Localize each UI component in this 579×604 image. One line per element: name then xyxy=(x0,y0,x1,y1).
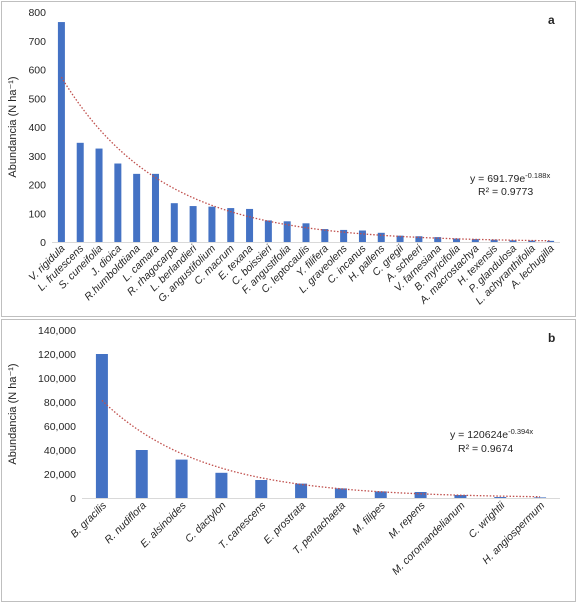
y-tick-label: 120,000 xyxy=(38,349,76,361)
trendline-equation: y = 691.79e-0.188x xyxy=(470,171,550,185)
bar xyxy=(114,163,122,242)
y-tick-label: 100 xyxy=(28,208,46,220)
y-tick-label: 800 xyxy=(28,7,46,19)
bar xyxy=(264,220,272,242)
y-tick-label: 200 xyxy=(28,180,46,192)
r-squared-label: R² = 0.9674 xyxy=(458,443,513,455)
bar xyxy=(208,206,216,242)
y-tick-label: 0 xyxy=(70,493,76,505)
y-axis-label: Abundancia (N ha⁻¹) xyxy=(7,363,19,464)
bar xyxy=(170,203,178,242)
y-tick-label: 400 xyxy=(28,122,46,134)
trendline xyxy=(60,76,551,242)
bar xyxy=(396,235,404,242)
bar-chart-a: 0 100 200 300 400 500 600 700 800 Abundancia (N h… xyxy=(7,7,560,307)
trendline xyxy=(101,399,541,498)
bar xyxy=(321,229,329,242)
bar xyxy=(215,472,228,498)
bar xyxy=(189,206,197,242)
bar xyxy=(490,239,498,242)
bar xyxy=(135,450,148,498)
category-label: B. gracilis xyxy=(68,499,109,540)
y-tick-label: 600 xyxy=(28,65,46,77)
y-tick-label: 20,000 xyxy=(44,469,76,481)
bar xyxy=(255,480,268,498)
bar xyxy=(434,237,442,242)
y-tick-label: 60,000 xyxy=(44,421,76,433)
bar xyxy=(151,173,159,242)
panel-letter: b xyxy=(548,331,555,345)
chart-panel-a: 0 100 200 300 400 500 600 700 800 Abundancia (N h… xyxy=(1,1,576,317)
bar xyxy=(374,491,387,498)
bar xyxy=(534,497,547,498)
y-tick-label: 40,000 xyxy=(44,445,76,457)
bar xyxy=(414,492,427,498)
panel-letter: a xyxy=(548,13,555,27)
trendline-equation: y = 120624e-0.394x xyxy=(450,427,533,441)
bar xyxy=(334,488,347,498)
chart-panel-b: 0 20,000 40,000 60,000 80,000 100,000 120,000 1… xyxy=(1,319,576,602)
bar xyxy=(57,22,65,242)
bar xyxy=(340,229,348,242)
y-tick-label: 80,000 xyxy=(44,397,76,409)
bar xyxy=(377,232,385,242)
r-squared-label: R² = 0.9773 xyxy=(478,186,533,198)
bar xyxy=(133,173,141,242)
bar-chart-b: 0 20,000 40,000 60,000 80,000 100,000 120,000 1… xyxy=(7,325,560,577)
bar xyxy=(76,142,84,242)
bar xyxy=(283,221,291,242)
category-label: M. filipes xyxy=(350,499,388,537)
bar xyxy=(415,236,423,242)
category-label: M. repens xyxy=(386,499,428,541)
y-tick-label: 0 xyxy=(40,237,46,249)
bar xyxy=(295,483,308,498)
y-tick-label: 100,000 xyxy=(38,373,76,385)
bar xyxy=(454,495,467,498)
bar xyxy=(175,459,188,498)
y-tick-label: 300 xyxy=(28,151,46,163)
bar xyxy=(95,354,108,498)
bar xyxy=(471,239,479,242)
bar xyxy=(494,497,507,498)
category-label: C. wrightii xyxy=(466,499,508,541)
bar xyxy=(227,208,235,242)
bar xyxy=(453,238,461,242)
y-tick-label: 700 xyxy=(28,36,46,48)
bar xyxy=(528,240,536,242)
y-tick-label: 500 xyxy=(28,93,46,105)
y-axis-label: Abundancia (N ha⁻¹) xyxy=(7,76,19,177)
bar xyxy=(302,223,310,242)
y-tick-label: 140,000 xyxy=(38,325,76,337)
bar xyxy=(509,240,517,242)
bar xyxy=(547,240,555,242)
category-label: M. coromandelianum xyxy=(390,499,468,577)
bar xyxy=(246,208,254,242)
bar xyxy=(95,148,103,242)
bar xyxy=(358,230,366,242)
